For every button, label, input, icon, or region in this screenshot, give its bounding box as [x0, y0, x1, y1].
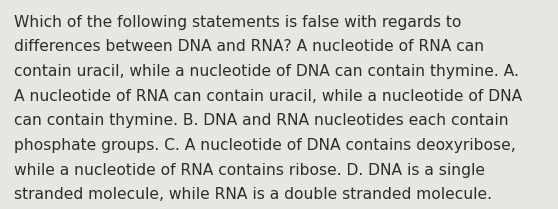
- Text: phosphate groups. C. A nucleotide of DNA contains deoxyribose,: phosphate groups. C. A nucleotide of DNA…: [14, 138, 516, 153]
- Text: stranded molecule, while RNA is a double stranded molecule.: stranded molecule, while RNA is a double…: [14, 187, 492, 202]
- Text: A nucleotide of RNA can contain uracil, while a nucleotide of DNA: A nucleotide of RNA can contain uracil, …: [14, 89, 522, 104]
- Text: differences between DNA and RNA? A nucleotide of RNA can: differences between DNA and RNA? A nucle…: [14, 39, 484, 54]
- Text: while a nucleotide of RNA contains ribose. D. DNA is a single: while a nucleotide of RNA contains ribos…: [14, 163, 485, 178]
- Text: can contain thymine. B. DNA and RNA nucleotides each contain: can contain thymine. B. DNA and RNA nucl…: [14, 113, 508, 128]
- Text: contain uracil, while a nucleotide of DNA can contain thymine. A.: contain uracil, while a nucleotide of DN…: [14, 64, 519, 79]
- Text: Which of the following statements is false with regards to: Which of the following statements is fal…: [14, 15, 461, 30]
